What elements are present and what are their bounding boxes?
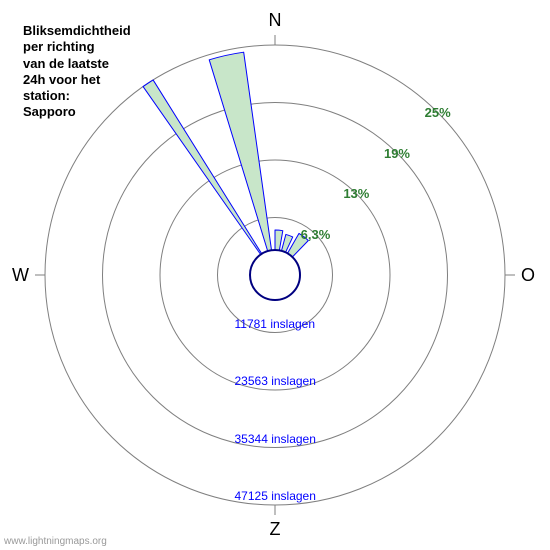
- ring-pct-label: 6,3%: [301, 227, 331, 242]
- chart-title: Bliksemdichtheid per richting van de laa…: [23, 23, 131, 121]
- ring-count-label: 11781 inslagen: [235, 317, 316, 331]
- cardinal-e: O: [521, 265, 535, 286]
- cardinal-w: W: [12, 265, 29, 286]
- ring-count-label: 47125 inslagen: [235, 489, 316, 503]
- ring-pct-label: 25%: [425, 105, 451, 120]
- footer-link: www.lightningmaps.org: [4, 536, 107, 547]
- ring-count-label: 35344 inslagen: [235, 432, 316, 446]
- cardinal-s: Z: [270, 519, 281, 540]
- polar-chart: Bliksemdichtheid per richting van de laa…: [0, 0, 550, 550]
- ring-count-label: 23563 inslagen: [235, 374, 316, 388]
- ring-pct-label: 13%: [343, 186, 369, 201]
- cardinal-n: N: [269, 10, 282, 31]
- ring-pct-label: 19%: [384, 146, 410, 161]
